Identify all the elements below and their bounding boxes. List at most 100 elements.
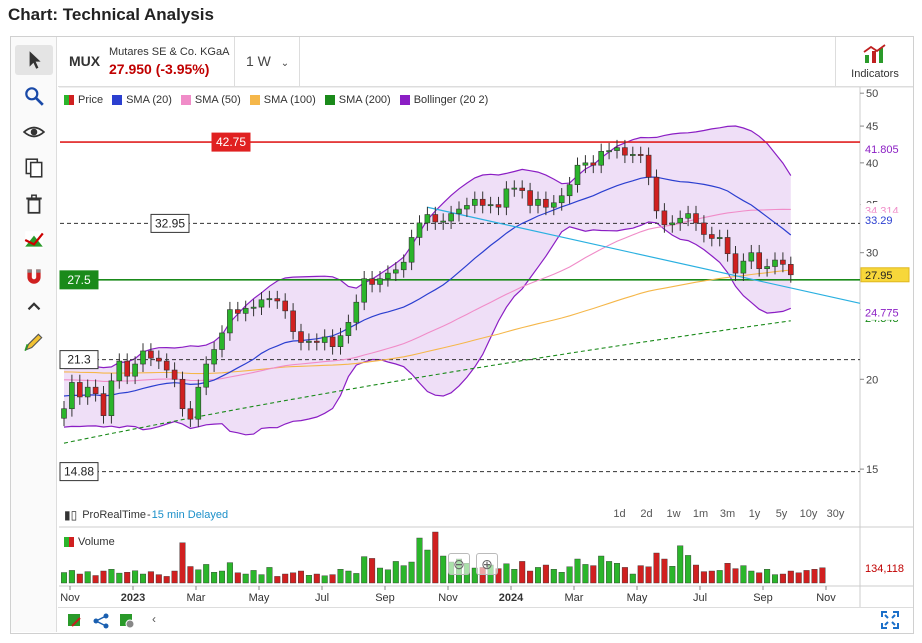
- range-30y[interactable]: 30y: [826, 508, 845, 520]
- volume-bar: [377, 567, 384, 584]
- zoom-search-icon[interactable]: [15, 81, 53, 111]
- volume-bar: [819, 567, 826, 584]
- level-label: 42.75: [216, 135, 246, 149]
- volume-legend: Volume: [64, 536, 115, 548]
- collapse-chevron-up-icon[interactable]: [15, 295, 53, 317]
- candle-body: [693, 213, 699, 224]
- export-icon[interactable]: [66, 612, 84, 634]
- volume-bar: [756, 572, 763, 584]
- level-label: 27.5: [67, 273, 91, 287]
- candle-body: [558, 195, 565, 204]
- volume-bar: [100, 570, 107, 584]
- legend-swatch: [324, 95, 335, 105]
- zoom-out-button[interactable]: ⊖: [448, 553, 470, 575]
- volume-bar: [345, 570, 352, 584]
- chevron-down-icon: ⌄: [280, 58, 290, 69]
- volume-bar: [677, 545, 684, 584]
- candle-body: [211, 349, 217, 365]
- trash-icon[interactable]: [15, 189, 53, 219]
- volume-bar: [155, 574, 162, 584]
- legend-swatch: [64, 95, 74, 105]
- data-source: ▮▯ ProRealTime - 15 min Delayed: [64, 508, 228, 522]
- x-tick-label: Jul: [693, 592, 707, 604]
- range-1d[interactable]: 1d: [613, 508, 626, 520]
- volume-bar: [653, 552, 660, 584]
- bollinger-lower-line: [63, 221, 792, 436]
- volume-bar: [163, 576, 170, 584]
- volume-bar: [408, 561, 415, 584]
- candle-body: [377, 278, 383, 285]
- candle-body: [732, 253, 739, 274]
- pointer-icon[interactable]: [15, 45, 53, 75]
- candle-body: [748, 252, 755, 262]
- candle-body: [124, 360, 130, 377]
- candle-body: [416, 222, 423, 238]
- legend-label: Price: [78, 94, 104, 106]
- volume-bar: [811, 569, 818, 584]
- share-icon[interactable]: [92, 612, 110, 634]
- zoom-in-button[interactable]: ⊕: [476, 553, 498, 575]
- volume-bar: [337, 569, 344, 584]
- legend-item[interactable]: Bollinger (20 2): [399, 94, 489, 106]
- axis-price-box: [860, 141, 910, 157]
- fullscreen-icon[interactable]: [880, 610, 900, 635]
- indicators-button[interactable]: Indicators: [847, 43, 903, 80]
- volume-bar: [266, 567, 273, 584]
- copy-icon[interactable]: [15, 153, 53, 183]
- legend-item[interactable]: SMA (100): [249, 94, 316, 106]
- volume-label: Volume: [78, 536, 115, 548]
- range-3m[interactable]: 3m: [719, 508, 736, 520]
- candle-body: [361, 278, 368, 303]
- volume-bar: [550, 569, 557, 584]
- volume-bar: [242, 573, 249, 584]
- legend-item[interactable]: SMA (20): [112, 94, 172, 106]
- candle-body: [132, 363, 138, 377]
- range-1w[interactable]: 1w: [666, 508, 681, 520]
- magnet-icon[interactable]: [15, 261, 53, 291]
- volume-bar: [519, 561, 526, 584]
- candle-body: [282, 300, 289, 312]
- axis-price-label: 27.95: [865, 270, 893, 282]
- scroll-left-icon[interactable]: ‹: [152, 612, 156, 626]
- volume-bar: [171, 570, 178, 584]
- legend-item[interactable]: SMA (50): [180, 94, 241, 106]
- header-divider: [234, 37, 235, 86]
- legend-label: Bollinger (20 2): [413, 94, 489, 106]
- legend-label: SMA (200): [338, 94, 391, 106]
- candle-body: [448, 213, 454, 222]
- candle-body: [582, 162, 589, 166]
- volume-bar: [282, 573, 289, 584]
- legend-item[interactable]: SMA (200): [324, 94, 391, 106]
- delay-notice: 15 min Delayed: [151, 509, 229, 521]
- candle-body: [645, 154, 652, 178]
- trend-tool-icon[interactable]: [15, 225, 53, 255]
- interval-select[interactable]: 1 W ⌄: [246, 53, 289, 69]
- range-1y[interactable]: 1y: [748, 508, 761, 520]
- volume-bar: [779, 573, 786, 584]
- pencil-draw-icon[interactable]: [15, 327, 53, 357]
- volume-bar: [637, 565, 644, 584]
- x-tick-label: Sep: [375, 592, 395, 604]
- volume-bar: [179, 542, 186, 584]
- level-label-box: [59, 462, 99, 482]
- eye-icon[interactable]: [15, 117, 53, 147]
- range-5y[interactable]: 5y: [775, 508, 788, 520]
- volume-bar: [708, 570, 715, 584]
- legend-item[interactable]: Price: [64, 94, 103, 106]
- candle-body: [519, 187, 526, 191]
- volume-bar: [645, 566, 652, 584]
- volume-bar: [250, 570, 257, 584]
- volume-bar: [195, 569, 202, 584]
- candle-body: [369, 278, 375, 285]
- last-price: 27.950 (-3.95%): [109, 61, 210, 77]
- volume-bar: [313, 573, 320, 584]
- range-1m[interactable]: 1m: [692, 508, 709, 520]
- candle-body: [772, 259, 778, 267]
- volume-bar: [76, 573, 83, 584]
- range-2d[interactable]: 2d: [640, 508, 653, 520]
- settings-icon[interactable]: [118, 612, 136, 634]
- symbol-ticker[interactable]: MUX: [69, 53, 101, 69]
- range-10y[interactable]: 10y: [799, 508, 818, 520]
- candle-body: [313, 340, 320, 343]
